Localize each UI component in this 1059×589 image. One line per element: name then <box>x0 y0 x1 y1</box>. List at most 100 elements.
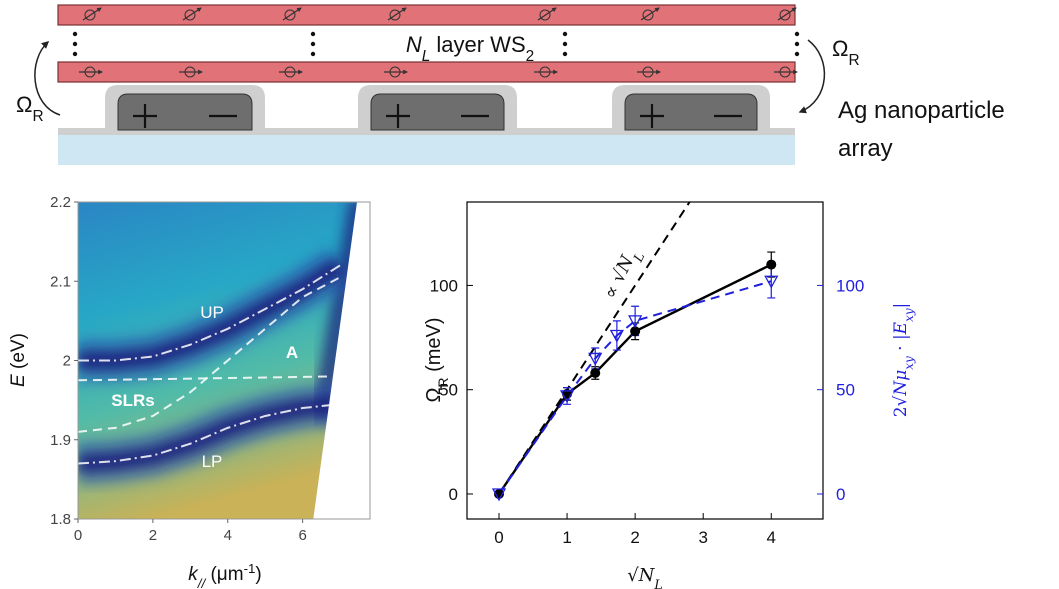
dipole-arrow <box>387 7 407 21</box>
y2-tick-label: 0 <box>836 485 845 504</box>
ellipsis-dot <box>794 41 800 47</box>
ellipsis-dot <box>794 31 800 37</box>
plus-sign <box>386 104 410 128</box>
dipole-arrow <box>537 7 557 21</box>
dispersion-curve <box>78 375 341 382</box>
ellipsis-dot <box>72 41 78 47</box>
y2-axis-label: 2√Nμxy · |Exy| <box>891 303 916 418</box>
substrate <box>58 135 795 165</box>
y2-tick-label: 100 <box>836 276 864 295</box>
y-tick-label: 100 <box>430 276 458 295</box>
y-tick-label: 2.2 <box>50 194 71 211</box>
dipole <box>389 9 401 21</box>
band-label: LP <box>202 452 223 471</box>
layer-label: NL layer WS2 <box>406 32 534 65</box>
x-axis-label-part: N <box>638 565 656 586</box>
nanoparticle <box>624 93 758 131</box>
y2-axis-label-part: E <box>891 321 911 335</box>
rabi-label-part: Ω <box>16 92 32 117</box>
dipole <box>779 9 791 21</box>
marker <box>559 390 575 404</box>
layer-label-part: layer WS <box>430 32 525 57</box>
dipole <box>539 9 551 21</box>
ellipsis-dot <box>562 51 568 57</box>
y-tick-label: 2.1 <box>50 273 71 290</box>
heatmap-image <box>78 202 370 519</box>
x-tick-label: 3 <box>698 528 707 547</box>
y2-axis-label-part: μ <box>891 370 911 381</box>
dipole-arrow <box>640 7 660 21</box>
layer-label-part: N <box>406 32 422 57</box>
y-axis-label-part: Ω <box>423 388 445 403</box>
band-label: A <box>286 343 298 362</box>
y2-axis-label-part: · | <box>891 334 911 356</box>
rabi-label-part: Ω <box>832 36 848 61</box>
series-line <box>498 280 772 495</box>
y2-axis-label-part: | <box>891 303 911 309</box>
dipole <box>642 9 654 21</box>
band-label: UP <box>200 303 224 322</box>
y-tick-label: 1.9 <box>50 432 71 449</box>
x-tick-label: 4 <box>767 528 776 547</box>
marker <box>766 259 777 270</box>
x-axis-label-part: L <box>653 577 662 589</box>
ws2-layer <box>57 61 796 83</box>
marker <box>628 315 643 329</box>
y2-axis-label-part: 2√ <box>891 395 911 417</box>
dipole <box>184 9 196 21</box>
x-axis-label: √NL <box>627 565 663 589</box>
marker <box>764 275 779 289</box>
y-axis-label: ΩR (meV) <box>423 317 451 402</box>
y2-axis-label-part: N <box>891 380 911 397</box>
marker <box>590 368 601 379</box>
fit-annotation: ∝ √NL <box>600 245 647 305</box>
dipole <box>284 9 296 21</box>
dipole-arrow <box>82 7 102 21</box>
y-axis-label-part: E <box>8 374 29 387</box>
x-tick-label: 0 <box>74 527 82 544</box>
y-tick-label: 2 <box>63 353 71 370</box>
y-axis-label-part: (eV) <box>8 333 29 374</box>
ellipsis-dot <box>794 51 800 57</box>
plus-sign <box>133 104 157 128</box>
x-tick-label: 0 <box>494 528 503 547</box>
x-tick-label: 2 <box>149 527 157 544</box>
rabi-label: ΩR <box>16 92 44 125</box>
rabi-label: ΩR <box>832 36 860 69</box>
marker <box>630 326 641 337</box>
dipole-arrow <box>777 7 797 21</box>
ellipsis-dot <box>310 41 316 47</box>
plus-sign <box>640 104 664 128</box>
rabi-label-part: R <box>32 108 43 125</box>
y2-axis-label-part: xy <box>902 356 916 370</box>
ellipsis-dot <box>562 31 568 37</box>
coupling-arrow-right <box>798 39 826 114</box>
ws2-layer <box>57 4 796 26</box>
plot-frame <box>466 201 824 520</box>
particle-label: array <box>838 135 893 162</box>
band-label: SLRs <box>111 391 154 410</box>
dispersion-curve <box>78 403 341 465</box>
substrate-film <box>58 128 795 135</box>
ellipsis-dot <box>310 31 316 37</box>
rabi-label-part: R <box>848 52 859 69</box>
x-axis-label-part: k <box>188 564 199 585</box>
y-axis-label-part: (meV) <box>423 317 445 377</box>
ellipsis-dot <box>72 51 78 57</box>
nanoparticle <box>117 93 253 131</box>
x-axis-label-part: -1 <box>244 561 256 576</box>
particle-label: Ag nanoparticle <box>838 97 1005 124</box>
x-axis-label-part: ) <box>255 564 261 585</box>
series-line <box>498 201 691 495</box>
y-tick-label: 1.8 <box>50 511 71 528</box>
y-tick-label: 50 <box>439 381 458 400</box>
x-tick-label: 6 <box>298 527 306 544</box>
light-cone <box>313 202 370 519</box>
dipole-arrow <box>282 7 302 21</box>
ellipsis-dot <box>310 51 316 57</box>
layer-label-part: L <box>422 48 431 65</box>
dipole-arrow <box>182 7 202 21</box>
marker <box>491 488 507 502</box>
